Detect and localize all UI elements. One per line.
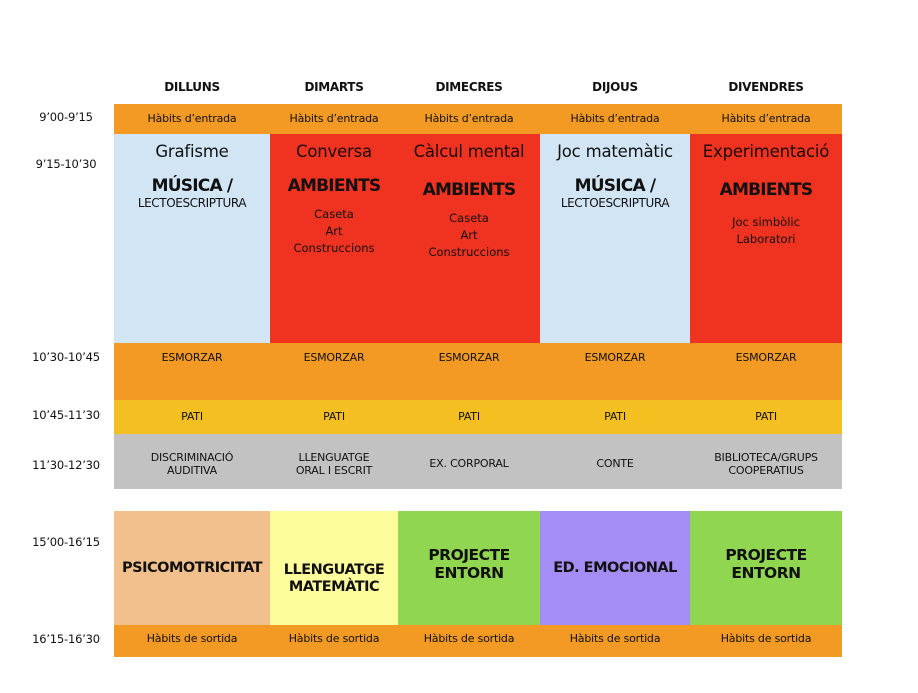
morning-title: AMBIENTS [422,179,516,200]
entrada-cell-monday: Hàbits d’entrada [147,112,237,126]
time-label-1045: 10’45-11’30 [32,408,100,422]
late-morning-row [114,434,842,489]
morning-title: AMBIENTS [287,175,381,196]
afternoon-line: PROJECTE [725,546,807,565]
morning-cell-thursday: Joc matemàtic MÚSICA / LECTOESCRIPTURA [540,134,690,343]
afternoon-line: PROJECTE [428,546,510,565]
late-morning-line: ORAL I ESCRIT [295,464,373,477]
morning-activities: Caseta Art Construccions [428,210,509,260]
afternoon-cell-monday: PSICOMOTRICITAT [114,511,270,625]
afternoon-text: LLENGUATGE MATEMÀTIC [284,540,385,595]
sortida-cell-tuesday: Hàbits de sortida [288,632,380,646]
morning-subject: Experimentació [702,142,830,161]
pati-cell-wednesday: PATI [458,410,480,424]
time-label-1615: 16’15-16’30 [32,632,100,646]
morning-cell-monday: Grafisme MÚSICA / LECTOESCRIPTURA [114,134,270,343]
morning-subject: Grafisme [155,142,229,161]
esmorzar-cell-monday: ESMORZAR [161,351,223,365]
entrada-cell-tuesday: Hàbits d’entrada [289,112,379,126]
time-label-1500: 15’00-16’15 [32,535,100,549]
pati-cell-friday: PATI [755,410,777,424]
entrada-cell-wednesday: Hàbits d’entrada [424,112,514,126]
pati-cell-monday: PATI [181,410,203,424]
afternoon-text: PROJECTE ENTORN [428,546,510,589]
sortida-cell-wednesday: Hàbits de sortida [423,632,515,646]
late-morning-line: BIBLIOTECA/GRUPS [714,450,818,464]
morning-subtitle: LECTOESCRIPTURA [137,196,247,211]
activity-item: Construccions [293,240,375,255]
morning-title: AMBIENTS [719,179,813,200]
sortida-cell-friday: Hàbits de sortida [720,632,812,646]
afternoon-cell-wednesday: PROJECTE ENTORN [398,511,540,625]
afternoon-text: PROJECTE ENTORN [725,546,807,589]
pati-row [114,400,842,434]
activity-item: Art [325,223,343,238]
time-label-0900: 9’00-9’15 [39,110,93,124]
morning-subject: Càlcul mental [413,142,525,161]
late-morning-line: EX. CORPORAL [429,457,509,471]
day-header-thursday: DIJOUS [592,80,638,94]
late-morning-cell-wednesday: EX. CORPORAL [398,434,540,494]
afternoon-line: ENTORN [434,564,504,582]
late-morning-line: CONTE [596,457,634,471]
pati-cell-tuesday: PATI [323,410,345,424]
morning-activities: Caseta Art Construccions [293,206,374,256]
morning-subject: Joc matemàtic [557,142,673,161]
esmorzar-cell-tuesday: ESMORZAR [303,351,365,365]
day-header-monday: DILLUNS [164,80,220,94]
afternoon-line: ED. EMOCIONAL [553,559,677,576]
entrada-row [114,104,842,134]
sortida-cell-thursday: Hàbits de sortida [569,632,661,646]
afternoon-line: ENTORN [731,564,801,582]
afternoon-cell-thursday: ED. EMOCIONAL [540,511,690,625]
activity-item: Joc simbòlic [732,215,800,230]
day-header-wednesday: DIMECRES [435,80,503,94]
sortida-cell-monday: Hàbits de sortida [146,632,238,646]
esmorzar-row [114,343,842,400]
morning-cell-wednesday: Càlcul mental AMBIENTS Caseta Art Constr… [398,134,540,343]
late-morning-line: DISCRIMINACIÓ [150,450,234,464]
activity-item: Laboratori [736,231,796,246]
activity-item: Construccions [428,244,510,259]
day-header-friday: DIVENDRES [728,80,804,94]
morning-subject: Conversa [296,142,372,161]
esmorzar-cell-thursday: ESMORZAR [584,351,646,365]
entrada-cell-thursday: Hàbits d’entrada [570,112,660,126]
late-morning-cell-monday: DISCRIMINACIÓ AUDITIVA [114,434,270,494]
late-morning-line: COOPERATIUS [728,464,804,477]
pati-cell-thursday: PATI [604,410,626,424]
morning-subtitle: LECTOESCRIPTURA [560,196,670,211]
time-label-0915: 9’15-10’30 [35,157,97,171]
activity-item: Caseta [314,207,354,222]
time-label-1130: 11’30-12’30 [32,458,100,472]
morning-cell-friday: Experimentació AMBIENTS Joc simbòlic Lab… [690,134,842,343]
late-morning-cell-friday: BIBLIOTECA/GRUPS COOPERATIUS [690,434,842,494]
morning-cell-tuesday: Conversa AMBIENTS Caseta Art Construccio… [270,134,398,343]
esmorzar-cell-friday: ESMORZAR [735,351,797,365]
morning-activities: Joc simbòlic Laboratori [732,214,800,247]
time-label-1030: 10’30-10’45 [32,350,100,364]
afternoon-cell-tuesday: LLENGUATGE MATEMÀTIC [270,511,398,625]
late-morning-line: LLENGUATGE [298,450,370,464]
activity-item: Caseta [449,211,489,226]
afternoon-cell-friday: PROJECTE ENTORN [690,511,842,625]
afternoon-line: PSICOMOTRICITAT [122,559,262,576]
entrada-cell-friday: Hàbits d’entrada [721,112,811,126]
afternoon-line: MATEMÀTIC [288,579,380,595]
sortida-row [114,625,842,657]
late-morning-cell-thursday: CONTE [540,434,690,494]
esmorzar-cell-wednesday: ESMORZAR [438,351,500,365]
afternoon-line: LLENGUATGE [283,562,385,579]
morning-title: MÚSICA / [574,175,656,196]
late-morning-cell-tuesday: LLENGUATGE ORAL I ESCRIT [270,434,398,494]
activity-item: Art [460,227,478,242]
morning-title: MÚSICA / [151,175,233,196]
day-header-tuesday: DIMARTS [304,80,364,94]
late-morning-line: AUDITIVA [166,464,217,477]
